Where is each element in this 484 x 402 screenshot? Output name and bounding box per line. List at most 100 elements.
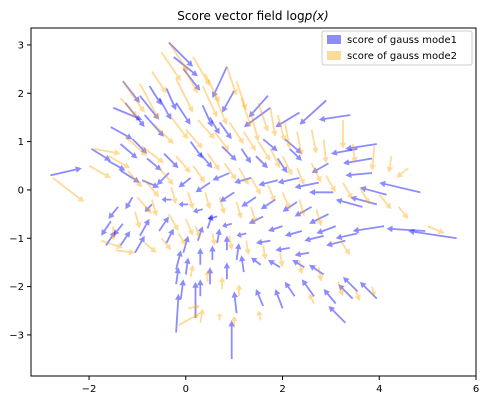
arrow (408, 228, 457, 240)
arrow (199, 153, 213, 169)
arrow (193, 207, 203, 214)
arrow (110, 126, 133, 140)
arrow (144, 114, 164, 137)
arrow (282, 201, 298, 212)
arrow (214, 131, 230, 152)
arrow (134, 235, 145, 254)
x-tick-label: 0 (183, 384, 189, 395)
arrow (386, 225, 426, 233)
arrow (212, 172, 230, 181)
arrow (345, 171, 373, 179)
arrow (284, 138, 302, 154)
arrow (179, 279, 186, 299)
arrow (275, 246, 290, 253)
arrow (146, 157, 162, 171)
arrow (296, 167, 305, 186)
x-tick-label: −2 (82, 384, 97, 395)
arrow (175, 293, 182, 333)
arrow (378, 194, 392, 210)
arrow (219, 191, 235, 202)
arrow (277, 177, 300, 185)
arrow (173, 56, 198, 77)
arrow (345, 143, 377, 152)
arrow (214, 95, 228, 125)
arrow (124, 102, 145, 128)
arrow (296, 131, 304, 157)
arrow (231, 315, 238, 328)
arrow (354, 288, 361, 302)
arrow (184, 257, 191, 275)
y-tick-label: −2 (9, 282, 24, 293)
arrow (210, 233, 217, 246)
x-tick-label: 6 (473, 384, 479, 395)
arrow (122, 80, 140, 103)
arrow (223, 235, 231, 251)
arrow (289, 148, 302, 161)
arrow (234, 177, 252, 185)
arrow (298, 199, 306, 217)
arrow (113, 223, 124, 236)
arrow (318, 114, 351, 123)
arrow (281, 192, 291, 210)
arrow (160, 51, 181, 82)
arrow (255, 289, 264, 307)
arrow (175, 78, 194, 113)
arrow (161, 196, 172, 203)
arrow (168, 213, 179, 231)
arrow (50, 166, 82, 177)
arrow (248, 215, 264, 224)
arrow (257, 102, 270, 132)
arrow (223, 262, 231, 280)
arrow (160, 237, 172, 251)
arrow (144, 179, 160, 198)
arrow (276, 114, 287, 142)
arrow (125, 196, 134, 210)
arrow (351, 143, 358, 164)
arrow (187, 192, 195, 210)
arrow (185, 218, 194, 236)
arrow (93, 147, 121, 156)
arrow (168, 41, 193, 67)
arrow (223, 162, 237, 181)
arrow (204, 269, 211, 282)
arrow (231, 291, 238, 314)
legend: score of gauss mode1 score of gauss mode… (321, 30, 473, 66)
arrow (144, 203, 153, 212)
arrow (250, 206, 258, 224)
arrow (235, 80, 248, 111)
arrow (350, 195, 378, 206)
arrow (105, 231, 116, 246)
arrow (122, 80, 145, 113)
arrow (256, 310, 263, 321)
arrow (281, 155, 293, 176)
arrow (110, 226, 117, 241)
arrow (197, 119, 215, 140)
arrow (207, 214, 218, 221)
arrow (255, 155, 268, 169)
arrows-layer (50, 41, 457, 360)
chart-title-text: Score vector field log (177, 9, 304, 23)
y-tick-label: 1 (18, 137, 24, 148)
arrow (124, 136, 148, 157)
arrow (310, 162, 322, 183)
arrow (188, 303, 201, 311)
arrow (177, 233, 186, 246)
arrow (338, 284, 354, 300)
arrow (269, 107, 278, 137)
arrow (168, 42, 189, 72)
arrow (262, 138, 278, 152)
arrow (241, 196, 257, 207)
arrow (269, 148, 281, 169)
arrow (330, 147, 358, 156)
arrow (127, 170, 143, 188)
arrow (182, 66, 198, 94)
arrow (397, 206, 409, 219)
arrow (250, 177, 261, 195)
arrow (228, 320, 235, 360)
arrow (343, 157, 373, 166)
legend-swatch-mode1 (327, 35, 341, 44)
arrow (276, 158, 288, 173)
legend-box (321, 30, 473, 66)
arrow (284, 230, 303, 238)
